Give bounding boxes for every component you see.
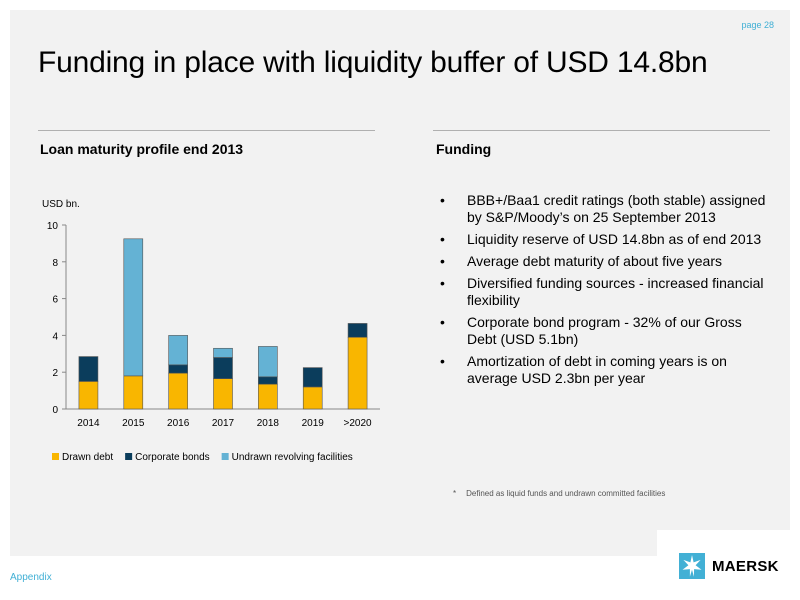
- legend-swatch: [221, 453, 229, 460]
- funding-bullet-list: • BBB+/Baa1 credit ratings (both stable) …: [440, 192, 770, 392]
- bullet-text: Diversified funding sources - increased …: [467, 275, 764, 308]
- left-divider: [38, 130, 375, 131]
- legend-label: Corporate bonds: [135, 452, 210, 463]
- x-tick-label: >2020: [344, 418, 373, 429]
- legend-swatch: [125, 453, 133, 460]
- legend-label: Undrawn revolving facilities: [232, 452, 353, 463]
- funding-bullet: • Average debt maturity of about five yea…: [440, 253, 770, 270]
- bar-segment: [168, 372, 188, 410]
- bar-segment: [78, 381, 99, 410]
- x-tick-label: 2014: [77, 418, 100, 429]
- footnote-text: Defined as liquid funds and undrawn comm…: [466, 489, 666, 498]
- bar-segment: [78, 356, 99, 382]
- bar-segment: [123, 375, 144, 410]
- bar-segment: [258, 346, 278, 378]
- right-divider: [433, 130, 770, 131]
- y-tick-label: 0: [52, 405, 58, 416]
- x-tick-label: 2015: [122, 418, 145, 429]
- bar-segment: [258, 383, 278, 410]
- bullet-icon: •: [440, 314, 445, 330]
- bullet-text: Amortization of debt in coming years is …: [467, 353, 727, 386]
- bullet-text: Corporate bond program - 32% of our Gros…: [467, 314, 742, 347]
- y-tick-label: 2: [52, 368, 58, 379]
- bar-segment: [213, 347, 233, 358]
- bar-segment: [213, 378, 233, 410]
- bullet-text: Liquidity reserve of USD 14.8bn as of en…: [467, 231, 762, 247]
- funding-heading: Funding: [436, 141, 492, 157]
- bullet-icon: •: [440, 275, 445, 291]
- footnote: * Defined as liquid funds and undrawn com…: [453, 489, 665, 498]
- bar-segment: [302, 367, 323, 388]
- bullet-icon: •: [440, 353, 445, 369]
- x-tick-label: 2018: [257, 418, 280, 429]
- y-tick-label: 8: [52, 258, 58, 269]
- funding-bullet: • BBB+/Baa1 credit ratings (both stable) …: [440, 192, 770, 226]
- chart-heading: Loan maturity profile end 2013: [40, 141, 244, 157]
- bar-segment: [213, 357, 233, 379]
- loan-maturity-chart: USD bn. 0 2 4 6 8 10 2014 2015 2016 2017 2018 2019 >2…: [42, 199, 380, 463]
- bar-segment: [168, 364, 188, 374]
- funding-bullet: • Liquidity reserve of USD 14.8bn as of e…: [440, 231, 770, 248]
- bar-segment: [302, 386, 323, 410]
- y-tick-label: 6: [52, 295, 58, 306]
- slide-title: Funding in place with liquidity buffer o…: [38, 46, 708, 79]
- y-tick-label: 10: [47, 221, 59, 232]
- bar-segment: [347, 336, 368, 410]
- page-number: page 28: [741, 20, 774, 30]
- legend-swatch: [52, 453, 59, 460]
- bar-segment: [258, 376, 278, 385]
- x-tick-label: 2017: [212, 418, 235, 429]
- funding-bullet: • Amortization of debt in coming years is…: [440, 353, 770, 387]
- y-axis-label: USD bn.: [42, 199, 80, 210]
- bar-segment: [168, 335, 188, 366]
- logo-wordmark: MAERSK: [712, 558, 779, 575]
- footnote-marker: *: [453, 489, 457, 498]
- funding-bullet: • Corporate bond program - 32% of our Gro…: [440, 314, 770, 348]
- legend-label: Drawn debt: [62, 452, 113, 463]
- x-tick-label: 2016: [167, 418, 190, 429]
- bullet-text: Average debt maturity of about five year…: [467, 253, 722, 269]
- footer-appendix-label: Appendix: [10, 572, 52, 583]
- maersk-logo: MAERSK: [657, 530, 790, 600]
- bullet-icon: •: [440, 231, 445, 247]
- x-tick-label: 2019: [302, 418, 325, 429]
- bullet-text: BBB+/Baa1 credit ratings (both stable) a…: [467, 192, 766, 225]
- bar-segment: [347, 323, 368, 338]
- seven-pointed-star-icon: [679, 553, 705, 579]
- funding-bullet: • Diversified funding sources - increased…: [440, 275, 770, 309]
- bullet-icon: •: [440, 192, 445, 208]
- bullet-icon: •: [440, 253, 445, 269]
- bar-segment: [123, 238, 144, 377]
- y-tick-label: 4: [52, 331, 58, 342]
